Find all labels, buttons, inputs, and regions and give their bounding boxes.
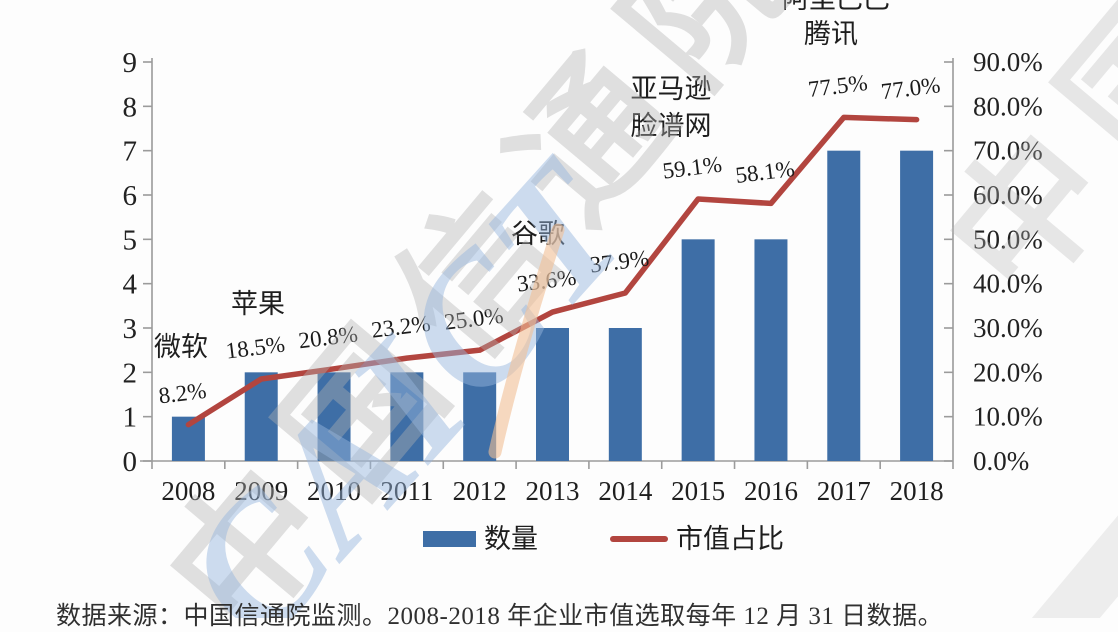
company-annotation: 谷歌 (511, 219, 565, 249)
company-annotation: 阿里巴巴 (782, 0, 890, 14)
point-label-2011: 23.2% (370, 311, 432, 343)
line-series-label: 市值占比 (676, 523, 784, 554)
point-label-2013: 33.6% (516, 265, 578, 297)
left-axis-tick-label: 3 (123, 313, 138, 345)
right-axis-tick-label: 20.0% (973, 357, 1043, 387)
bar-2011 (390, 372, 424, 461)
right-axis-tick-label: 90.0% (973, 47, 1043, 77)
line-series-swatch (610, 536, 668, 542)
x-axis-label: 2015 (671, 476, 725, 506)
left-axis-tick-label: 4 (123, 269, 138, 301)
left-axis-tick-label: 2 (123, 357, 138, 389)
company-annotation: 脸谱网 (631, 111, 712, 141)
left-axis-tick-label: 8 (123, 91, 138, 123)
bar-series-label: 数量 (484, 523, 538, 554)
bar-2015 (681, 239, 715, 461)
legend-item-bars: 数量 (423, 523, 538, 554)
point-label-2009: 18.5% (224, 332, 286, 364)
point-label-2012: 25.0% (443, 303, 505, 335)
right-axis-tick-label: 0.0% (973, 446, 1029, 476)
x-axis-label: 2011 (380, 476, 433, 506)
x-axis-label: 2010 (307, 476, 361, 506)
x-axis-label: 2017 (817, 476, 871, 506)
bar-series-swatch (423, 531, 476, 547)
x-axis-label: 2008 (161, 476, 215, 506)
right-axis-tick-label: 80.0% (973, 91, 1043, 121)
right-axis-tick-label: 70.0% (973, 136, 1043, 166)
company-annotation: 腾讯 (804, 19, 858, 49)
left-axis-tick-label: 7 (123, 136, 138, 168)
point-label-2017: 77.5% (807, 70, 869, 102)
right-axis-tick-label: 60.0% (973, 180, 1043, 210)
point-label-2015: 59.1% (661, 152, 723, 184)
right-axis-tick-label: 10.0% (973, 402, 1043, 432)
bar-2013 (536, 328, 569, 461)
company-annotation: 微软 (154, 332, 208, 362)
legend-item-line: 市值占比 (610, 523, 784, 554)
right-axis-tick-label: 30.0% (973, 313, 1043, 343)
x-axis-label: 2012 (453, 476, 507, 506)
bar-2018 (900, 150, 934, 461)
chart-legend: 数量 市值占比 (423, 524, 784, 554)
bar-2012 (463, 372, 497, 461)
data-source-note: 数据来源：中国信通院监测。2008-2018 年企业市值选取每年 12 月 31… (56, 603, 944, 630)
left-axis-tick-label: 0 (123, 446, 138, 478)
company-annotation: 亚马逊 (631, 74, 712, 104)
x-axis-label: 2018 (890, 476, 944, 506)
point-label-2008: 8.2% (157, 378, 208, 409)
left-axis-tick-label: 5 (123, 224, 138, 256)
point-label-2018: 77.0% (880, 72, 942, 104)
bar-2016 (754, 239, 788, 461)
left-axis-tick-label: 9 (123, 47, 138, 79)
bar-2010 (317, 372, 351, 461)
x-axis-label: 2014 (598, 476, 653, 506)
left-axis-tick-label: 1 (123, 402, 138, 434)
left-axis-tick-label: 6 (123, 180, 138, 212)
company-annotation: 苹果 (231, 289, 285, 319)
bar-2014 (608, 328, 642, 461)
combo-chart: 01234567890.0%10.0%20.0%30.0%40.0%50.0%6… (123, 0, 1043, 506)
x-axis-label: 2016 (744, 476, 798, 506)
x-axis-label: 2013 (526, 476, 580, 506)
point-label-2010: 20.8% (297, 321, 359, 353)
x-axis-label: 2009 (234, 476, 288, 506)
right-axis-tick-label: 40.0% (973, 269, 1043, 299)
chart-figure: 0 1 2 3 4 5 6 7 8 9 0.0% 10.0% 20.0% 30.0% 40.0% 50.0% 6… (56, 0, 1118, 630)
bar-2017 (827, 150, 861, 461)
right-axis-tick-label: 50.0% (973, 224, 1043, 254)
